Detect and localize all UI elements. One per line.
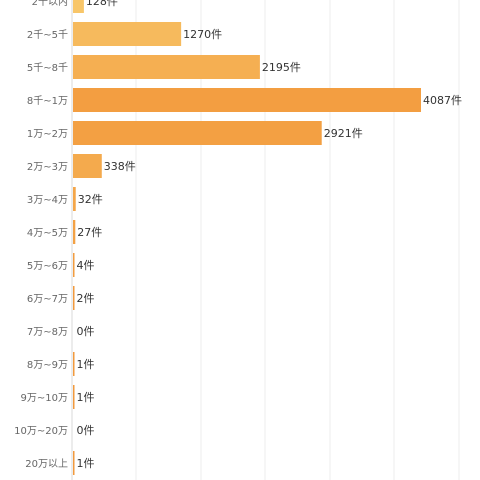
bar bbox=[73, 385, 75, 409]
value-label: 0件 bbox=[77, 325, 95, 338]
value-label: 0件 bbox=[77, 424, 95, 437]
bar bbox=[73, 286, 75, 310]
bar bbox=[73, 55, 260, 79]
category-label: 20万以上 bbox=[25, 458, 68, 470]
category-label: 1万~2万 bbox=[27, 129, 68, 140]
value-label: 1件 bbox=[77, 391, 95, 404]
value-label: 2921件 bbox=[324, 127, 363, 140]
value-label: 1270件 bbox=[183, 28, 222, 41]
category-label: 3万~4万 bbox=[27, 195, 68, 206]
category-label: 2千~5千 bbox=[27, 29, 68, 41]
value-label: 128件 bbox=[86, 0, 118, 8]
category-label: 6万~7万 bbox=[27, 294, 68, 305]
category-label: 10万~20万 bbox=[14, 426, 68, 437]
value-label: 2195件 bbox=[262, 61, 301, 74]
value-label: 1件 bbox=[77, 457, 95, 470]
bar bbox=[73, 154, 102, 178]
category-label: 4万~5万 bbox=[27, 228, 68, 239]
bar bbox=[73, 253, 75, 277]
category-label: 7万~8万 bbox=[27, 327, 68, 338]
bar bbox=[73, 88, 421, 112]
value-label: 32件 bbox=[78, 193, 103, 206]
bar bbox=[73, 220, 76, 244]
bar bbox=[73, 187, 76, 211]
category-label: 5万~6万 bbox=[27, 261, 68, 272]
value-label: 4087件 bbox=[423, 94, 462, 107]
value-label: 2件 bbox=[77, 292, 95, 305]
category-label: 2千以内 bbox=[32, 0, 68, 8]
value-label: 1件 bbox=[77, 358, 95, 371]
bars bbox=[73, 0, 421, 475]
category-label: 2万~3万 bbox=[27, 162, 68, 173]
bar bbox=[73, 22, 182, 46]
bar bbox=[73, 0, 84, 13]
category-label: 9万~10万 bbox=[21, 393, 68, 404]
category-label: 8万~9万 bbox=[27, 360, 68, 371]
category-labels: 2千以内 2千~5千 5千~8千 8千~1万 1万~2万 2万~3万 3万~4万 4万~5万 5… bbox=[14, 0, 68, 470]
value-label: 4件 bbox=[77, 259, 95, 272]
value-labels: 128件 1270件 2195件 4087件 2921件 338件 32件 27件 4件 2件 0件… bbox=[77, 0, 463, 470]
category-label: 5千~8千 bbox=[27, 62, 68, 74]
category-label: 8千~1万 bbox=[27, 95, 68, 107]
bar bbox=[73, 352, 75, 376]
value-label: 338件 bbox=[104, 160, 136, 173]
bar bbox=[73, 121, 322, 145]
bar bbox=[73, 451, 75, 475]
value-label: 27件 bbox=[77, 226, 102, 239]
